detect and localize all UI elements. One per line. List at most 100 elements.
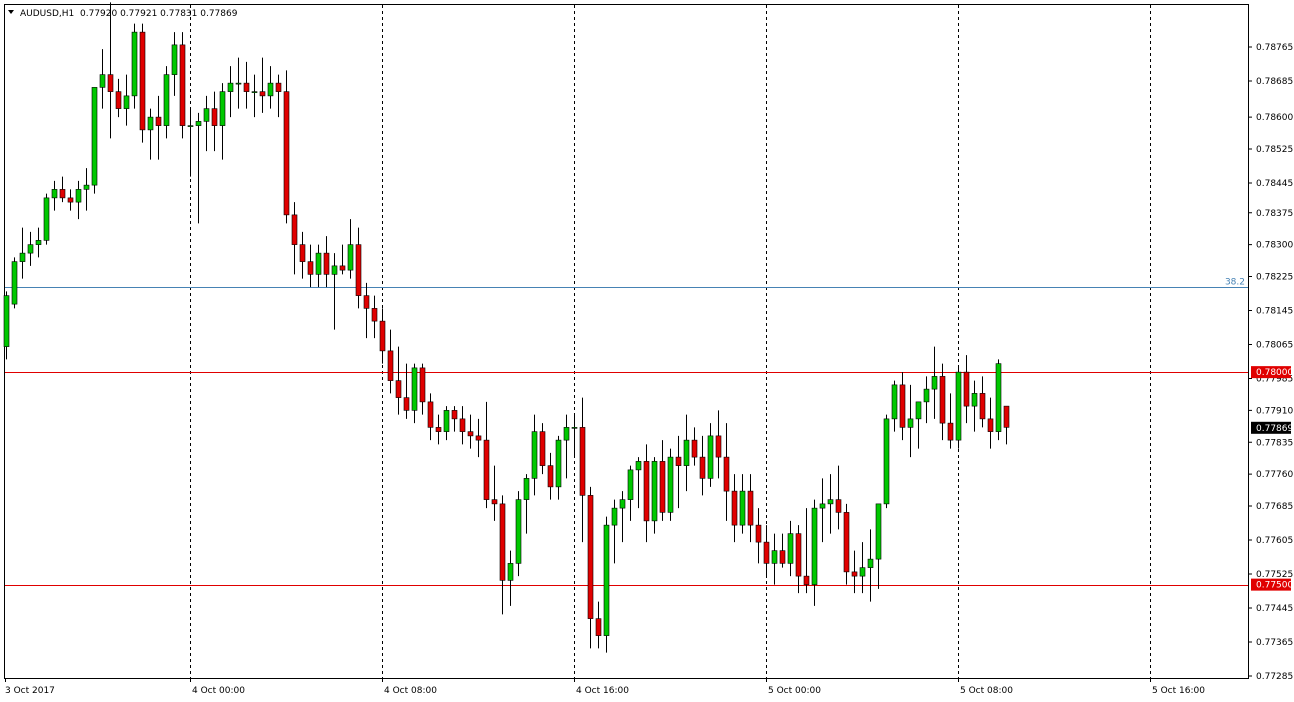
bull-candle-body bbox=[515, 499, 522, 564]
bull-candle-body bbox=[955, 371, 962, 441]
bear-candle-body bbox=[243, 82, 250, 92]
candle bbox=[811, 499, 818, 606]
bull-candle-body bbox=[35, 240, 42, 245]
bull-candle-body bbox=[971, 393, 978, 407]
candle bbox=[3, 291, 10, 360]
candle bbox=[235, 57, 242, 109]
bull-candle-body bbox=[867, 558, 874, 568]
candle bbox=[51, 180, 58, 211]
candle bbox=[27, 231, 34, 266]
candle bbox=[579, 397, 586, 543]
candle bbox=[883, 414, 890, 509]
bull-candle-body bbox=[555, 439, 562, 488]
level-price-tag: 0.77500 bbox=[1251, 578, 1293, 591]
candle bbox=[835, 465, 842, 530]
bear-candle-body bbox=[755, 524, 762, 543]
candle bbox=[411, 363, 418, 424]
y-tick-label: 0.77605 bbox=[1256, 536, 1293, 546]
dropdown-triangle-icon[interactable] bbox=[8, 10, 14, 14]
bear-candle-body bbox=[179, 44, 186, 126]
bear-candle-body bbox=[475, 435, 482, 441]
bear-candle-body bbox=[339, 265, 346, 271]
y-tick-label: 0.77760 bbox=[1256, 470, 1293, 480]
candle bbox=[979, 376, 986, 428]
candle bbox=[675, 435, 682, 509]
bull-candle-body bbox=[51, 189, 58, 199]
bear-candle-body bbox=[435, 427, 442, 432]
horizontal-levels: 38.2 bbox=[5, 278, 1248, 586]
candle bbox=[891, 380, 898, 432]
candle bbox=[731, 474, 738, 543]
bear-candle-body bbox=[851, 571, 858, 577]
candle bbox=[523, 474, 530, 534]
bull-candle-body bbox=[267, 82, 274, 97]
candle bbox=[827, 474, 834, 534]
bear-candle-body bbox=[427, 401, 434, 428]
candle bbox=[779, 533, 786, 568]
bear-candle-body bbox=[403, 397, 410, 411]
candle bbox=[123, 74, 130, 126]
candle bbox=[131, 23, 138, 109]
candle bbox=[75, 180, 82, 220]
bear-candle-body bbox=[299, 244, 306, 262]
candle bbox=[547, 452, 554, 500]
y-tick-label: 0.78225 bbox=[1256, 273, 1293, 283]
candle bbox=[635, 457, 642, 509]
y-tick-label: 0.77285 bbox=[1256, 672, 1293, 682]
candle bbox=[563, 414, 570, 479]
bull-candle-body bbox=[411, 367, 418, 411]
bull-candle-body bbox=[187, 125, 194, 127]
bear-candle-body bbox=[459, 418, 466, 432]
candle bbox=[755, 508, 762, 564]
bull-candle-body bbox=[11, 261, 18, 305]
bull-candle-body bbox=[603, 524, 610, 636]
bull-candle-body bbox=[195, 121, 202, 126]
level-price-tag-box bbox=[1251, 366, 1291, 379]
bull-candle-body bbox=[619, 499, 626, 509]
bear-candle-body bbox=[355, 244, 362, 296]
candle bbox=[611, 499, 618, 564]
candle bbox=[107, 2, 114, 139]
bear-candle-body bbox=[643, 461, 650, 522]
bull-candle-body bbox=[163, 74, 170, 126]
candle bbox=[419, 363, 426, 415]
bull-candle-body bbox=[523, 478, 530, 500]
candle bbox=[771, 533, 778, 585]
candle bbox=[171, 32, 178, 96]
bull-candle-body bbox=[827, 499, 834, 505]
bear-candle-body bbox=[1003, 405, 1010, 428]
candle bbox=[19, 227, 26, 279]
x-tick-label: 5 Oct 08:00 bbox=[960, 686, 1013, 696]
fibo-label: 38.2 bbox=[1225, 278, 1245, 288]
bull-candle-body bbox=[907, 418, 914, 428]
candle bbox=[323, 236, 330, 288]
bull-candle-body bbox=[99, 74, 106, 88]
bull-candle-body bbox=[923, 388, 930, 403]
candle bbox=[747, 474, 754, 543]
candle bbox=[347, 219, 354, 279]
x-tick-label: 4 Oct 08:00 bbox=[384, 686, 437, 696]
candle bbox=[187, 108, 194, 177]
candle bbox=[955, 367, 962, 449]
bear-candle-body bbox=[291, 214, 298, 245]
chart-header: AUDUSD,H1 0.77920 0.77921 0.77831 0.7786… bbox=[8, 9, 238, 19]
candle bbox=[179, 32, 186, 139]
candle bbox=[619, 491, 626, 543]
y-tick-label: 0.77910 bbox=[1256, 406, 1293, 416]
candle bbox=[275, 74, 282, 118]
candle bbox=[259, 57, 266, 113]
bear-candle-body bbox=[675, 456, 682, 466]
candle bbox=[803, 508, 810, 594]
bull-candle-body bbox=[819, 503, 826, 509]
bear-candle-body bbox=[451, 410, 458, 420]
price-axis: 0.78765 0.78685 0.78600 0.78525 0.78445 0.783… bbox=[1248, 43, 1293, 682]
candle bbox=[371, 295, 378, 339]
candle bbox=[715, 410, 722, 479]
candle bbox=[787, 520, 794, 577]
bull-candle-body bbox=[227, 82, 234, 92]
bull-candle-body bbox=[739, 490, 746, 526]
symbol-label: AUDUSD,H1 bbox=[20, 9, 74, 19]
candle bbox=[11, 257, 18, 309]
candle bbox=[643, 444, 650, 543]
